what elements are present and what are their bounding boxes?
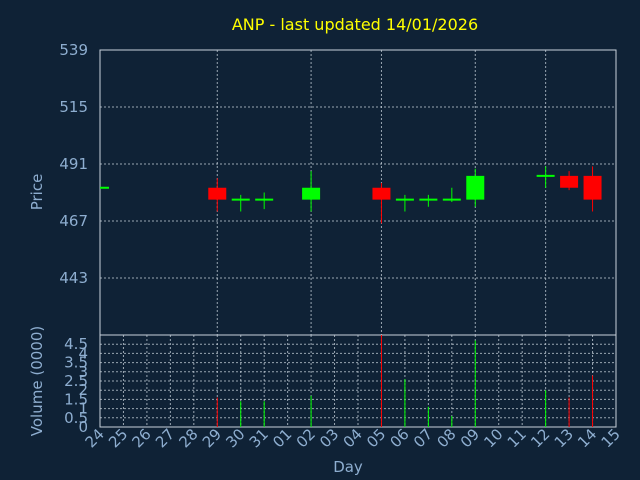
price-panel: 539 515 491 467 443 <box>59 41 617 336</box>
volume-panel: 4.543.532.521.510.50 <box>64 334 617 436</box>
x-tick-label: 29 <box>199 425 225 451</box>
candle-body <box>583 175 602 200</box>
volume-tick-label: 4.5 <box>64 335 88 353</box>
x-tick-label: 14 <box>574 425 600 451</box>
chart-title: ANP - last updated 14/01/2026 <box>232 15 478 34</box>
x-tick-label: 13 <box>551 425 577 451</box>
candle-body <box>208 187 227 200</box>
candle-12 <box>536 166 555 188</box>
x-tick-label: 31 <box>246 425 272 451</box>
price-tick-label: 467 <box>59 212 88 230</box>
volume-tick-label: 4 <box>78 344 88 362</box>
x-tick-label: 12 <box>527 425 553 451</box>
x-tick-label: 28 <box>175 425 201 451</box>
x-tick-label: 15 <box>598 425 624 451</box>
candle-14 <box>583 166 602 212</box>
x-tick-label: 10 <box>480 425 506 451</box>
x-tick-label: 07 <box>410 425 436 451</box>
x-tick-label: 30 <box>222 425 248 451</box>
volume-axis-label: Volume (0000) <box>28 326 46 436</box>
price-tick-label: 515 <box>59 98 88 116</box>
x-tick-label: 01 <box>269 425 295 451</box>
candle-02 <box>302 171 321 212</box>
price-tick-label: 539 <box>59 41 88 59</box>
x-tick-label: 04 <box>340 425 366 451</box>
x-tick-label: 25 <box>105 425 131 451</box>
candle-07 <box>419 194 438 207</box>
candle-08 <box>442 187 461 202</box>
x-tick-label: 06 <box>387 425 413 451</box>
volume-tick-label: 0.5 <box>64 409 88 427</box>
volume-tick-label: 0 <box>78 418 88 436</box>
x-tick-label: 26 <box>129 425 155 451</box>
x-tick-label: 08 <box>433 425 459 451</box>
candle-31 <box>255 192 274 210</box>
candle-29 <box>208 178 227 212</box>
candle-30 <box>231 194 250 212</box>
candle-13 <box>560 171 579 191</box>
volume-tick-label: 2 <box>78 381 88 399</box>
price-frame <box>99 49 617 336</box>
volume-tick-label: 1.5 <box>64 390 88 408</box>
x-tick-label: 09 <box>457 425 483 451</box>
volume-tick-label: 3.5 <box>64 354 88 372</box>
x-axis-label: Day <box>333 458 363 476</box>
candle-body <box>302 187 321 200</box>
x-axis: 2425262728293031010203040506070809101112… <box>82 425 624 451</box>
volume-tick-label: 2.5 <box>64 372 88 390</box>
candle-05 <box>372 183 391 224</box>
x-tick-label: 03 <box>316 425 342 451</box>
price-tick-label: 491 <box>59 155 88 173</box>
candle-09 <box>466 168 485 207</box>
candle-body <box>372 187 391 200</box>
volume-frame <box>99 334 617 428</box>
volume-tick-label: 1 <box>78 400 88 418</box>
candle-body <box>466 175 485 200</box>
x-tick-label: 27 <box>152 425 178 451</box>
x-tick-label: 05 <box>363 425 389 451</box>
candle-06 <box>395 194 414 212</box>
volume-tick-label: 3 <box>78 363 88 381</box>
candle-body <box>560 175 579 188</box>
x-tick-label: 11 <box>504 425 530 451</box>
price-axis-label: Price <box>28 174 46 211</box>
price-tick-label: 443 <box>59 269 88 287</box>
x-tick-label: 02 <box>293 425 319 451</box>
